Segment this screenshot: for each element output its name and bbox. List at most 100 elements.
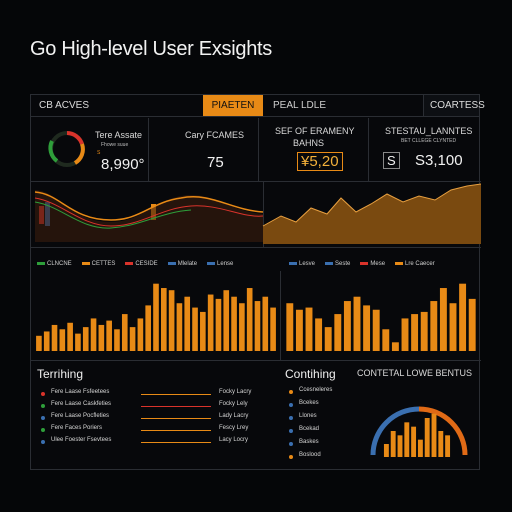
kpi-value: S3,100 [415,152,463,169]
bar [129,327,136,351]
trending-row[interactable]: Fere Laase Fsfeetees Focky Lacry [41,389,261,401]
kpi-label: Cary FCAMES [185,130,245,140]
bar [397,435,403,457]
legend-right: Lesve Seste Mese Lre Caecer [289,261,435,267]
trend-line [141,430,211,431]
trending-row[interactable]: Ulee Foester Fsevtees Lacy Locry [41,437,261,449]
bar [404,422,410,457]
bar [438,431,444,457]
continuing-row[interactable]: Bcekad [289,426,349,439]
contental-title: CONTETAL LOWE BENTUS [357,368,473,378]
bar [420,311,428,351]
bar [106,320,112,351]
bar [67,322,73,351]
bar [246,288,253,351]
trending-row[interactable]: Fere Faces Poriers Fescy Lrey [41,425,261,437]
kpi-label-2: BAHNS [293,138,325,148]
legend-label: CESIDE [135,261,158,267]
bar [43,331,50,351]
bar [363,305,371,351]
bar [383,444,389,457]
legend-label: Mlelate [177,261,198,267]
bar-chart-left-panel [31,271,281,361]
bar [215,298,222,351]
bar [239,303,245,351]
bar [401,318,409,351]
continuing-row[interactable]: Baskes [289,439,349,452]
legend-item: Lesve [289,261,315,267]
bar [114,329,120,351]
legend-label: CETTES [91,261,116,267]
status-dot-icon [41,404,45,408]
legend-item: Mese [360,261,385,267]
bar [382,329,390,351]
bar [75,333,81,351]
bar-chart-right [286,283,476,351]
status-dot-icon [289,390,293,394]
tab-active[interactable]: PIAETEN [203,95,263,116]
donut-gauge-icon [48,131,85,167]
bar [153,283,159,351]
legend-item: CETTES [81,261,116,267]
trending-list: Fere Laase Fsfeetees Focky Lacry Fere Laas… [41,389,261,449]
legend-swatch [360,261,369,265]
legend-label: Mese [370,261,386,267]
bar [286,303,294,351]
continuing-row[interactable]: Bcekes [289,400,349,413]
bar [254,301,261,351]
tab-left[interactable]: CB ACVES [39,100,90,111]
trend-line [141,442,211,443]
kpi-value: 8,990° [101,156,145,173]
bar [137,318,144,351]
legend-label: Lre Caecer [405,261,435,267]
bar [168,290,175,351]
tab-right-button[interactable]: COARTESS [423,95,485,116]
kpi-card-frames: Cary FCAMES 75 [149,118,259,182]
bar [372,309,380,351]
bar [391,342,399,351]
status-dot-icon [41,392,45,396]
bar [90,318,97,351]
legend-item: Seste [325,261,350,267]
bar [390,431,396,457]
legend-swatch [395,261,404,265]
trending-row[interactable]: Fere Laase Pocfleties Lady Lacry [41,413,261,425]
trending-label: Fere Laase Pocfleties [51,413,110,419]
bar [176,303,183,351]
kpi-note: S [97,150,101,156]
page-title: Go High-level User Exsights [30,38,272,60]
kpi-sublabel: BET CLLEGE CLYNTED [401,138,457,144]
continuing-row[interactable]: Llones [289,413,349,426]
trending-row[interactable]: Fere Laase Caskfeties Focky Lely [41,401,261,413]
trending-value: Focky Lacry [219,389,252,395]
legend-item: Lre Caecer [395,261,435,267]
status-dot-icon [289,442,293,446]
top-tab-bar: CB ACVES PIAETEN PEAL LDLE COARTESS [31,95,485,117]
continuing-label: Baskes [299,439,319,445]
tab-mid[interactable]: PEAL LDLE [273,100,326,111]
bar [121,314,128,351]
status-dot-icon [41,428,45,432]
bar [145,305,152,351]
kpi-card-earnings: SEF OF ERAMENY BAHNS ¥5,20 [259,118,369,182]
legend-swatch [167,261,176,265]
bar [223,290,230,351]
trending-value: Fescy Lrey [219,425,249,431]
bar [459,283,467,351]
bar [468,298,476,351]
trending-value: Lady Lacry [219,413,249,419]
bar [449,303,457,351]
legend-swatch [81,261,90,265]
bar [445,435,451,457]
bar [231,296,237,351]
legend-swatch [289,261,297,265]
continuing-row[interactable]: Boslood [289,452,349,465]
status-dot-icon [41,416,45,420]
continuing-row[interactable]: Ccesneleres [289,387,349,400]
bar [353,296,361,351]
bar [270,307,276,351]
kpi-icon: S [383,152,400,169]
continuing-label: Ccesneleres [299,387,333,393]
bar [324,327,332,351]
trend-line [141,394,211,395]
